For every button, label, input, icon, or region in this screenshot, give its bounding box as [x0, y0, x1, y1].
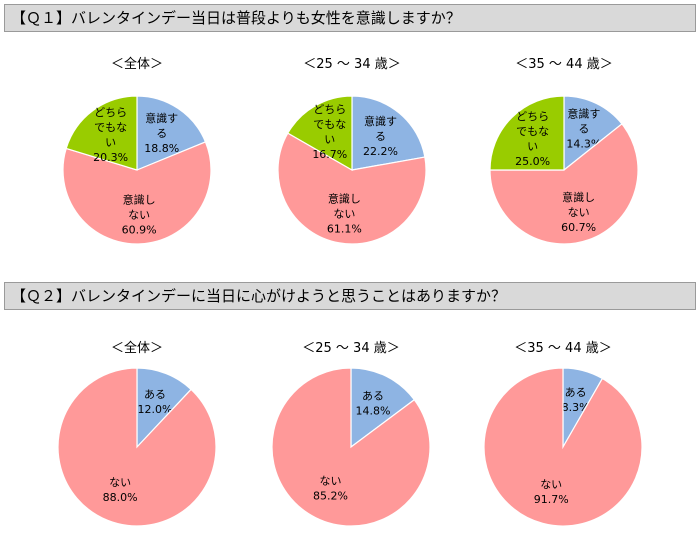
- pie-slice: [62, 141, 212, 245]
- pie-slice: [351, 95, 426, 171]
- pie-slice: [277, 132, 427, 245]
- slice-label: 意識しない 61.1%: [327, 192, 362, 236]
- pie-title: ＜全体＞: [111, 56, 163, 72]
- pie-chart-q1-0: ＜全体＞ 意識する 18.8% 意識しない 60.9% どちらでもない 20.3%: [62, 56, 212, 245]
- slice-label: 意識しない 60.7%: [561, 190, 596, 234]
- pie-slice: [271, 367, 431, 527]
- pie-slice: [563, 95, 623, 172]
- question-1-title: 【Ｑ１】バレンタインデー当日は普段よりも女性を意識しますか？: [11, 9, 461, 27]
- pie-title: ＜25 ～ 34 歳＞: [302, 341, 399, 356]
- pie-slice: [65, 95, 138, 171]
- pie-slice: [489, 123, 639, 245]
- slice-label: ある 14.8%: [356, 390, 391, 418]
- pie-chart-q1-2: ＜35 ～ 44 歳＞意識する 14.3%意識しない 60.7%どちらでもない 25.…: [489, 57, 639, 245]
- slice-label: 意識しない 60.9%: [122, 192, 157, 236]
- pie-title: ＜35 ～ 44 歳＞: [515, 57, 612, 72]
- pie-chart-q2-0: ＜全体＞ ある 12.0% ない 88.0%: [57, 340, 217, 527]
- slice-label: ない 85.2%: [313, 475, 348, 503]
- pie-slice: [57, 367, 217, 527]
- pie-title: ＜35 ～ 44 歳＞: [514, 341, 611, 356]
- pie-slice: [350, 367, 416, 449]
- pie-slice: [483, 367, 643, 527]
- pie-slice: [136, 367, 192, 449]
- slice-label: 意識する 22.2%: [363, 114, 398, 158]
- pie-slice: [287, 95, 353, 172]
- question-2-title: 【Ｑ２】バレンタインデーに当日に心がけようと思うことはありますか？: [11, 287, 507, 305]
- pie-chart-q2-1: ＜25 ～ 34 歳＞ ある 14.8% ない 85.2%: [271, 341, 431, 527]
- pie-title: ＜25 ～ 34 歳＞: [303, 57, 400, 72]
- question-2-header: 【Ｑ２】バレンタインデーに当日に心がけようと思うことはありますか？: [4, 282, 696, 310]
- pie-chart-q2-2: ＜35 ～ 44 歳＞ ある 8.3% ない 91.7%: [483, 341, 643, 527]
- slice-label: ない 88.0%: [103, 476, 138, 504]
- slice-label: どちらでもない 16.7%: [312, 103, 347, 161]
- slice-label: 意識する 18.8%: [144, 111, 179, 155]
- pie-title: ＜全体＞: [111, 340, 163, 356]
- pie-slice: [136, 95, 207, 171]
- slice-label: ある 8.3%: [562, 386, 590, 414]
- pie-chart-q1-1: ＜25 ～ 34 歳＞ 意識する 22.2%意識しない 61.1% どちらでもない 16.…: [277, 57, 427, 245]
- slice-label: どちらでもない 20.3%: [93, 106, 128, 164]
- q2-pie-charts: ＜全体＞ ある 12.0% ない 88.0% ＜25 ～ 34 歳＞ ある 14.8% ない 85…: [57, 340, 643, 527]
- slice-label: ない 91.7%: [534, 478, 569, 506]
- q1-pie-charts: ＜全体＞ 意識する 18.8% 意識しない 60.9% どちらでもない 20.3% ＜25 ～…: [62, 56, 639, 245]
- slice-label: どちらでもない 25.0%: [515, 110, 550, 168]
- question-1-header: 【Ｑ１】バレンタインデー当日は普段よりも女性を意識しますか？: [4, 4, 696, 32]
- pie-slice: [489, 95, 565, 171]
- slice-label: ある 12.0%: [138, 388, 173, 416]
